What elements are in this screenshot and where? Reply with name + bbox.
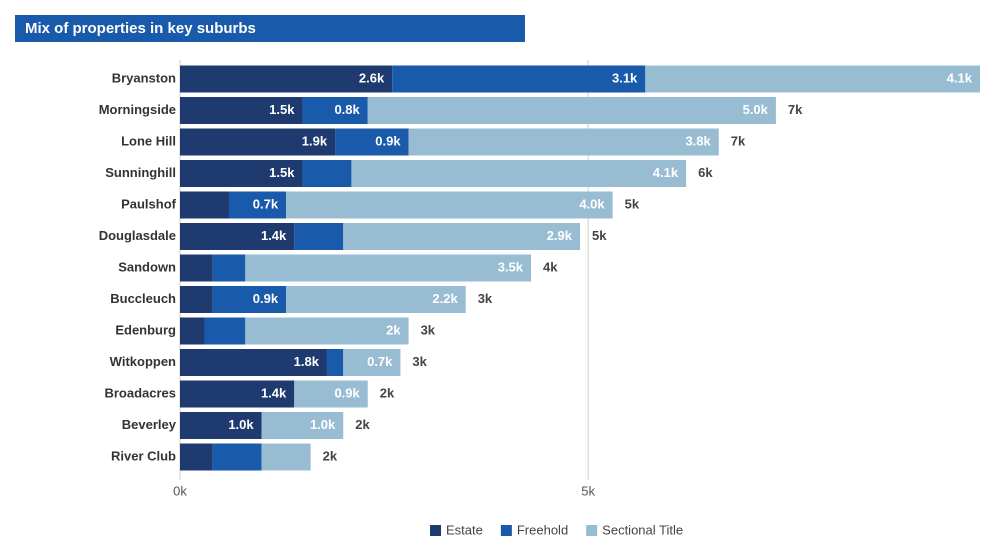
total-label: 2k — [355, 417, 370, 432]
total-label: 7k — [788, 102, 803, 117]
y-tick-label: Edenburg — [115, 322, 176, 337]
bar-segment — [392, 65, 646, 93]
value-label: 2k — [386, 322, 401, 337]
bar-segment — [180, 254, 213, 282]
value-label: 3.5k — [498, 259, 524, 274]
total-label: 3k — [478, 291, 493, 306]
legend-swatch — [500, 525, 512, 536]
bar-segment — [294, 380, 368, 408]
value-label: 1.4k — [261, 228, 287, 243]
bar-segment — [343, 223, 580, 250]
value-label: 4.0k — [579, 196, 605, 211]
chart-title: Mix of properties in key suburbs — [25, 20, 256, 37]
title-bar — [15, 15, 525, 42]
value-label: 1.4k — [261, 385, 287, 400]
total-label: 3k — [421, 322, 436, 337]
bar-segment — [180, 412, 262, 439]
bar-segment — [645, 65, 980, 93]
value-label: 4.1k — [653, 165, 679, 180]
bar-segment — [326, 349, 344, 376]
value-label: 5.0k — [743, 102, 769, 117]
bar-segment — [294, 223, 344, 250]
bar-segment — [302, 160, 352, 187]
total-label: 4k — [543, 259, 558, 274]
y-tick-label: Douglasdale — [99, 228, 176, 243]
bar-segment — [343, 349, 401, 376]
value-label: 0.8k — [334, 102, 360, 117]
total-label: 5k — [625, 196, 640, 211]
value-label: 1.5k — [269, 165, 295, 180]
value-label: 1.0k — [228, 417, 254, 432]
value-label: 1.0k — [310, 417, 336, 432]
value-label: 4.1k — [947, 70, 973, 85]
total-label: 6k — [698, 165, 713, 180]
bar-segment — [180, 317, 205, 345]
value-label: 0.9k — [334, 385, 360, 400]
total-label: 5k — [592, 228, 607, 243]
total-label: 2k — [380, 385, 395, 400]
bar-segment — [228, 191, 287, 219]
bar-segment — [261, 412, 344, 439]
bar-segment — [212, 254, 246, 282]
bar-segment — [204, 317, 246, 345]
y-tick-label: Lone Hill — [121, 133, 176, 148]
total-label: 2k — [323, 448, 338, 463]
bar-segment — [212, 443, 262, 471]
bar-segment — [180, 349, 327, 376]
bar-segment — [180, 380, 295, 408]
bar-segment — [335, 128, 409, 156]
bar-segment — [367, 97, 776, 124]
y-tick-label: Broadacres — [104, 385, 176, 400]
value-label: 1.9k — [302, 133, 328, 148]
bar-segment — [261, 443, 311, 471]
value-label: 0.9k — [375, 133, 401, 148]
value-label: 2.2k — [432, 291, 458, 306]
value-label: 0.7k — [367, 354, 393, 369]
bar-segment — [286, 286, 466, 313]
value-label: 3.8k — [685, 133, 711, 148]
bar-segment — [180, 286, 213, 313]
x-tick-label: 0k — [173, 483, 187, 498]
bar-segment — [180, 65, 393, 93]
bar-segment — [180, 191, 229, 219]
y-tick-label: Sandown — [118, 259, 176, 274]
y-tick-label: Paulshof — [121, 196, 177, 211]
value-label: 3.1k — [612, 70, 638, 85]
y-tick-label: Witkoppen — [110, 354, 176, 369]
y-tick-label: River Club — [111, 448, 176, 463]
legend-label: Estate — [446, 522, 483, 537]
bar-segment — [351, 160, 687, 187]
y-tick-label: Beverley — [122, 417, 177, 432]
bar-segment — [302, 97, 368, 124]
value-label: 1.8k — [294, 354, 320, 369]
y-tick-label: Sunninghill — [105, 165, 176, 180]
y-tick-label: Buccleuch — [110, 291, 176, 306]
bar-segment — [180, 128, 336, 156]
bar-segment — [408, 128, 719, 156]
legend-label: Freehold — [517, 522, 568, 537]
bar-segment — [180, 97, 303, 124]
value-label: 2.9k — [547, 228, 573, 243]
bar-segment — [212, 286, 287, 313]
legend-swatch — [586, 525, 598, 536]
total-label: 7k — [731, 133, 746, 148]
y-tick-label: Morningside — [99, 102, 176, 117]
bar-segment — [180, 443, 213, 471]
bar-segment — [180, 160, 303, 187]
total-label: 3k — [412, 354, 427, 369]
legend-swatch — [430, 525, 441, 536]
value-label: 2.6k — [359, 70, 385, 85]
bar-segment — [245, 317, 409, 345]
bar-segment — [245, 254, 532, 282]
y-tick-label: Bryanston — [112, 70, 176, 85]
bar-segment — [286, 191, 613, 219]
bar-segment — [180, 223, 295, 250]
value-label: 0.7k — [253, 196, 279, 211]
x-tick-label: 5k — [581, 483, 595, 498]
value-label: 0.9k — [253, 291, 279, 306]
value-label: 1.5k — [269, 102, 295, 117]
legend-label: Sectional Title — [602, 522, 683, 537]
